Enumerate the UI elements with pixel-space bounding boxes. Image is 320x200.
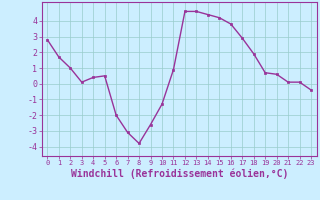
X-axis label: Windchill (Refroidissement éolien,°C): Windchill (Refroidissement éolien,°C) bbox=[70, 169, 288, 179]
